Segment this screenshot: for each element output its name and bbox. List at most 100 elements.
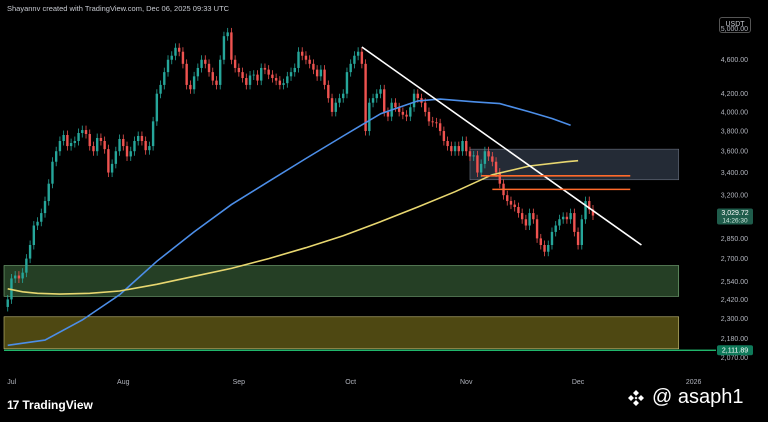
candle-body	[468, 151, 472, 157]
candle-body	[215, 80, 218, 85]
candle-body	[576, 231, 580, 245]
candle-body	[308, 59, 311, 64]
candle-body	[461, 140, 464, 152]
candle-body	[509, 201, 513, 205]
price-axis-label: 2,420.00	[721, 297, 748, 304]
ma-slow-line	[7, 159, 579, 295]
candle-body	[312, 63, 315, 70]
watermark-text: @ asaph1	[652, 386, 744, 408]
candle-body	[207, 63, 211, 73]
candle-body	[103, 140, 106, 150]
candle-body	[588, 201, 591, 210]
candle-timer: 14:26:30	[722, 218, 748, 225]
candle-body	[424, 102, 427, 112]
candle-body	[159, 84, 162, 94]
candle-body	[327, 84, 330, 99]
candle-body	[394, 102, 397, 108]
candle-body	[301, 51, 304, 56]
price-axis-label: 3,600.00	[721, 149, 748, 156]
candle-body	[591, 209, 595, 216]
currency-button[interactable]: USDT	[719, 17, 751, 33]
candle-body	[125, 146, 129, 157]
candle-body	[368, 102, 371, 132]
brand-name: TradingView	[22, 398, 93, 412]
candle-body	[494, 161, 498, 173]
candle-body	[88, 134, 91, 147]
candle-body	[379, 89, 382, 94]
candle-body	[43, 201, 47, 214]
candle-body	[524, 219, 528, 226]
candle-body	[539, 238, 542, 245]
candle-body	[219, 59, 222, 85]
candle-body	[286, 76, 289, 84]
candle-body	[345, 72, 349, 94]
candle-body	[338, 98, 341, 103]
candle-body	[535, 219, 539, 239]
candle-body	[550, 231, 554, 245]
candle-body	[274, 78, 278, 81]
candle-body	[151, 121, 155, 147]
candle-body	[584, 201, 587, 220]
candle-body	[129, 151, 132, 157]
candle-body	[170, 55, 173, 60]
candle-body	[360, 51, 364, 64]
candle-body	[133, 140, 136, 152]
candle-body	[304, 55, 308, 60]
candle-body	[118, 138, 121, 152]
candle-body	[241, 72, 244, 79]
candle-body	[401, 111, 405, 115]
candle-body	[565, 216, 569, 220]
candle-body	[573, 213, 576, 232]
candle-body	[278, 80, 282, 85]
last-price-tag	[717, 208, 753, 225]
candle-body	[342, 93, 345, 99]
candle-body	[192, 76, 196, 90]
candle-body	[487, 151, 490, 157]
time-axis-label: Dec	[572, 379, 585, 386]
price-axis-label: 3,800.00	[721, 129, 748, 136]
candle-body	[233, 59, 237, 68]
candle-body	[349, 63, 352, 73]
price-axis-label: 2,700.00	[721, 256, 748, 263]
candle-body	[442, 131, 446, 141]
chart-credit: Shayannv created with TradingView.com, D…	[7, 4, 230, 13]
candle-body	[200, 59, 203, 68]
candle-body	[226, 32, 229, 37]
candle-body	[189, 84, 192, 90]
price-axis-label: 2,850.00	[721, 236, 748, 243]
candle-body	[465, 140, 468, 152]
time-axis-label: Aug	[117, 379, 130, 386]
candle-body	[256, 74, 259, 81]
candle-body	[40, 213, 43, 222]
price-axis-label: 2,300.00	[721, 316, 748, 323]
candle-body	[409, 107, 412, 117]
candle-body	[517, 207, 520, 214]
watermark: @ asaph1	[626, 386, 743, 409]
candle-body	[472, 155, 475, 157]
price-axis-label: 3,200.00	[721, 193, 748, 200]
candle-body	[450, 146, 453, 152]
candle-body	[122, 138, 125, 147]
price-axis-label: 5,000.00	[721, 26, 748, 33]
candle-body	[58, 140, 62, 152]
candle-body	[356, 51, 360, 56]
trendline	[361, 46, 642, 246]
candle-body	[140, 135, 144, 141]
candle-body	[375, 93, 378, 99]
candle-body	[110, 163, 114, 173]
candle-body	[28, 244, 32, 259]
candle-body	[181, 51, 185, 64]
candle-body	[271, 74, 274, 79]
candle-body	[163, 72, 166, 85]
price-axis-label: 4,000.00	[721, 109, 748, 116]
candle-body	[580, 219, 584, 245]
candle-body	[334, 102, 337, 112]
candle-body	[267, 69, 270, 75]
price-axis-label: 2,180.00	[721, 336, 748, 343]
candle-body	[174, 47, 177, 56]
candle-body	[315, 69, 319, 77]
time-axis-label: Nov	[460, 379, 473, 386]
candle-body	[21, 272, 24, 279]
candle-body	[479, 163, 483, 173]
